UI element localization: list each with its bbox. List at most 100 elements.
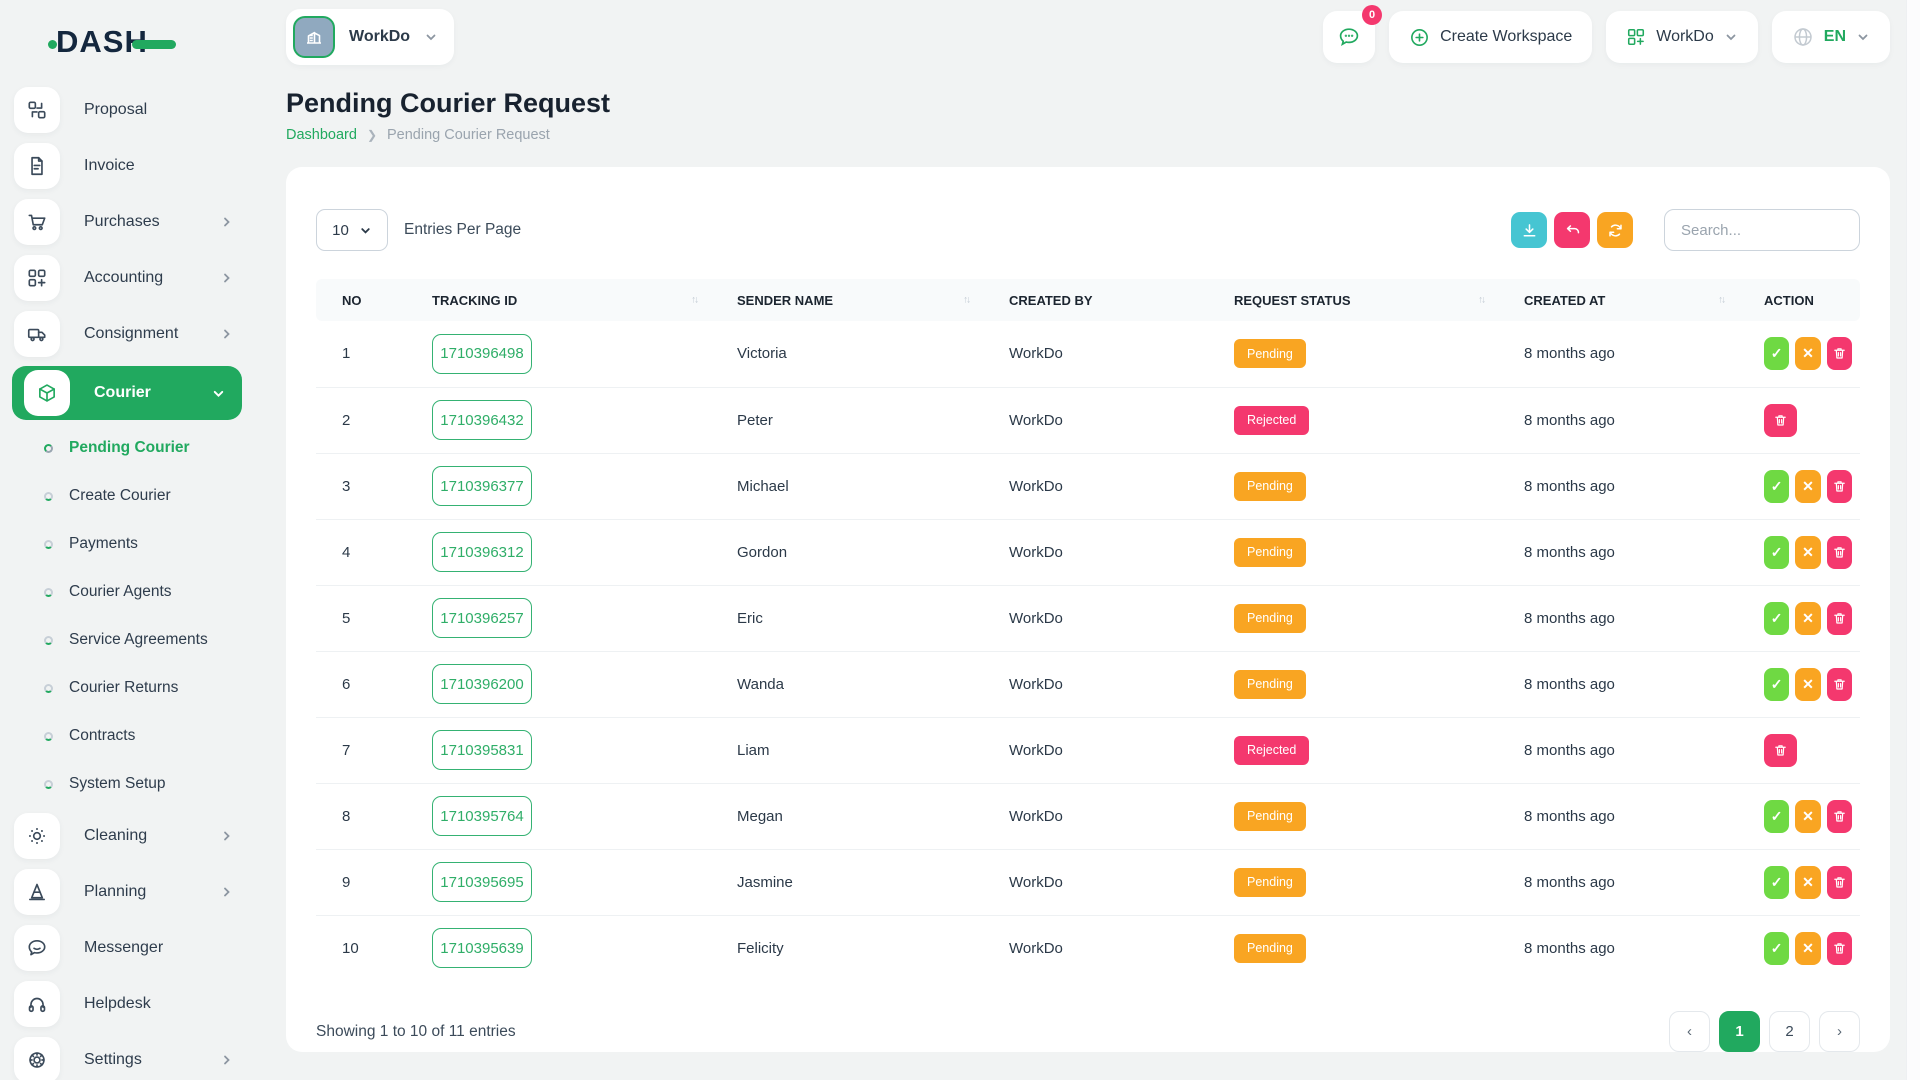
accept-button[interactable]: ✓ xyxy=(1764,469,1790,503)
reject-button[interactable]: ✕ xyxy=(1795,931,1821,965)
sidebar-item-invoice[interactable]: Invoice xyxy=(0,138,256,194)
prev-page-button[interactable]: ‹ xyxy=(1669,1011,1710,1052)
reject-button[interactable]: ✕ xyxy=(1795,337,1821,371)
sidebar-subitem-service-agreements[interactable]: Service Agreements xyxy=(0,616,256,664)
sidebar-item-label: Proposal xyxy=(84,101,148,118)
reject-button[interactable]: ✕ xyxy=(1795,601,1821,635)
page-button-1[interactable]: 1 xyxy=(1719,1011,1760,1052)
create-workspace-button[interactable]: Create Workspace xyxy=(1389,11,1593,63)
entries-per-page-select[interactable]: 10 xyxy=(316,209,388,251)
reject-button[interactable]: ✕ xyxy=(1795,799,1821,833)
sort-icon[interactable]: ↑↓ xyxy=(691,294,699,306)
delete-button[interactable] xyxy=(1826,337,1852,371)
sort-icon[interactable]: ↑↓ xyxy=(1478,294,1486,306)
reject-button[interactable]: ✕ xyxy=(1795,535,1821,569)
sidebar-item-proposal[interactable]: Proposal xyxy=(0,82,256,138)
sidebar-item-messenger[interactable]: Messenger xyxy=(0,920,256,976)
sidebar-subitem-system-setup[interactable]: System Setup xyxy=(0,760,256,808)
messages-button[interactable]: 0 xyxy=(1323,5,1383,63)
sidebar-item-label: Planning xyxy=(84,883,147,900)
delete-button[interactable] xyxy=(1826,667,1852,701)
tracking-id-chip[interactable]: 1710396498 xyxy=(432,333,532,374)
delete-button[interactable] xyxy=(1826,799,1852,833)
grid-plus-icon xyxy=(1628,28,1645,46)
sort-icon[interactable]: ↑↓ xyxy=(963,294,971,306)
cell-request-status: Pending xyxy=(1208,915,1498,981)
workspace-selector[interactable]: WorkDo xyxy=(286,9,455,65)
cell-no: 5 xyxy=(316,585,406,652)
accept-button[interactable]: ✓ xyxy=(1764,667,1790,701)
chevron-down-icon xyxy=(211,386,226,401)
reject-button[interactable]: ✕ xyxy=(1795,469,1821,503)
accept-button[interactable]: ✓ xyxy=(1764,865,1790,899)
accept-button[interactable]: ✓ xyxy=(1764,931,1790,965)
export-button[interactable] xyxy=(1511,212,1547,248)
cell-created-by: WorkDo xyxy=(983,453,1208,520)
sidebar-item-consignment[interactable]: Consignment xyxy=(0,306,256,362)
delete-button[interactable] xyxy=(1826,601,1852,635)
tracking-id-chip[interactable]: 1710395695 xyxy=(432,862,532,902)
sidebar-subitem-contracts[interactable]: Contracts xyxy=(0,712,256,760)
sidebar-item-accounting[interactable]: Accounting xyxy=(0,250,256,306)
sidebar-item-planning[interactable]: Planning xyxy=(0,864,256,920)
settings-icon xyxy=(14,1037,60,1080)
delete-button[interactable] xyxy=(1764,733,1797,767)
search-input[interactable] xyxy=(1664,209,1860,251)
tracking-id-chip[interactable]: 1710395831 xyxy=(432,730,532,770)
sort-icon[interactable]: ↑↓ xyxy=(1718,294,1726,306)
delete-button[interactable] xyxy=(1826,535,1852,569)
delete-button[interactable] xyxy=(1764,403,1797,437)
sidebar-item-label: Accounting xyxy=(84,269,164,286)
column-header-sender-name[interactable]: SENDER NAME ↑↓ xyxy=(711,279,983,321)
cell-created-at: 8 months ago xyxy=(1498,387,1738,454)
accept-button[interactable]: ✓ xyxy=(1764,799,1790,833)
delete-button[interactable] xyxy=(1826,931,1852,965)
workspace-menu-button[interactable]: WorkDo xyxy=(1606,11,1758,63)
tracking-id-chip[interactable]: 1710396377 xyxy=(432,466,532,506)
tracking-id-chip[interactable]: 1710396257 xyxy=(432,598,532,638)
sidebar-subitem-create-courier[interactable]: Create Courier xyxy=(0,472,256,520)
sidebar-item-helpdesk[interactable]: Helpdesk xyxy=(0,976,256,1032)
tracking-id-chip[interactable]: 1710396200 xyxy=(432,664,532,704)
download-icon xyxy=(1523,223,1535,236)
brand-logo[interactable]: DASH xyxy=(0,18,256,66)
bullet-icon xyxy=(44,779,53,789)
scrollbar[interactable] xyxy=(1906,0,1920,1080)
cell-created-by: WorkDo xyxy=(983,585,1208,652)
sidebar-item-purchases[interactable]: Purchases xyxy=(0,194,256,250)
refresh-button[interactable] xyxy=(1597,212,1633,248)
sidebar-subitem-label: Courier Returns xyxy=(69,679,179,696)
cell-sender-name: Victoria xyxy=(711,321,983,388)
reject-button[interactable]: ✕ xyxy=(1795,667,1821,701)
column-header-created-at[interactable]: CREATED AT ↑↓ xyxy=(1498,279,1738,321)
tracking-id-chip[interactable]: 1710396432 xyxy=(432,400,532,440)
accept-button[interactable]: ✓ xyxy=(1764,601,1790,635)
sidebar-item-cleaning[interactable]: Cleaning xyxy=(0,808,256,864)
delete-button[interactable] xyxy=(1826,865,1852,899)
column-header-request-status[interactable]: REQUEST STATUS ↑↓ xyxy=(1208,279,1498,321)
sidebar-item-settings[interactable]: Settings xyxy=(0,1032,256,1080)
sidebar-subitem-payments[interactable]: Payments xyxy=(0,520,256,568)
undo-button[interactable] xyxy=(1554,212,1590,248)
delete-button[interactable] xyxy=(1826,469,1852,503)
next-page-button[interactable]: › xyxy=(1819,1011,1860,1052)
page-button-2[interactable]: 2 xyxy=(1769,1011,1810,1052)
tracking-id-chip[interactable]: 1710395639 xyxy=(432,928,532,969)
table-header: NO TRACKING ID ↑↓ SENDER NAME ↑↓ CREATED BY RE… xyxy=(316,279,1860,321)
accept-button[interactable]: ✓ xyxy=(1764,535,1790,569)
column-header-tracking-id[interactable]: TRACKING ID ↑↓ xyxy=(406,279,711,321)
sidebar-item-courier[interactable]: Courier xyxy=(12,366,242,420)
accept-button[interactable]: ✓ xyxy=(1764,337,1790,371)
cell-action: ✓ ✕ xyxy=(1738,453,1860,520)
reject-button[interactable]: ✕ xyxy=(1795,865,1821,899)
language-selector[interactable]: EN xyxy=(1771,11,1890,63)
sidebar-subitem-courier-agents[interactable]: Courier Agents xyxy=(0,568,256,616)
sidebar-subitem-courier-returns[interactable]: Courier Returns xyxy=(0,664,256,712)
messenger-icon xyxy=(14,925,60,971)
tracking-id-chip[interactable]: 1710396312 xyxy=(432,532,532,572)
entries-per-page-label: Entries Per Page xyxy=(404,221,522,238)
tracking-id-chip[interactable]: 1710395764 xyxy=(432,796,532,836)
breadcrumb-dashboard-link[interactable]: Dashboard xyxy=(286,127,357,143)
sidebar-subitem-pending-courier[interactable]: Pending Courier xyxy=(0,424,256,472)
cell-tracking-id: 1710396432 xyxy=(406,387,711,454)
